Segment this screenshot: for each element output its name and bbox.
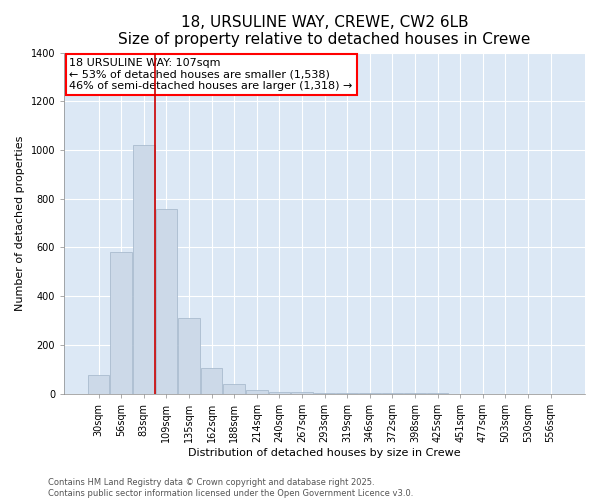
Bar (314, 393, 335, 394)
Title: 18, URSULINE WAY, CREWE, CW2 6LB
Size of property relative to detached houses in: 18, URSULINE WAY, CREWE, CW2 6LB Size of… (118, 15, 531, 48)
Bar (178, 318, 200, 394)
Y-axis label: Number of detached properties: Number of detached properties (15, 136, 25, 311)
Text: 18 URSULINE WAY: 107sqm
← 53% of detached houses are smaller (1,538)
46% of semi: 18 URSULINE WAY: 107sqm ← 53% of detache… (70, 58, 353, 91)
Bar (269, 392, 290, 394)
Text: Contains HM Land Registry data © Crown copyright and database right 2025.
Contai: Contains HM Land Registry data © Crown c… (48, 478, 413, 498)
Bar (291, 392, 313, 394)
Bar (201, 368, 223, 394)
Bar (223, 384, 245, 394)
X-axis label: Distribution of detached houses by size in Crewe: Distribution of detached houses by size … (188, 448, 461, 458)
Bar (110, 252, 132, 394)
Bar (246, 390, 268, 394)
Bar (155, 208, 177, 394)
Bar (88, 376, 109, 394)
Bar (133, 145, 155, 394)
